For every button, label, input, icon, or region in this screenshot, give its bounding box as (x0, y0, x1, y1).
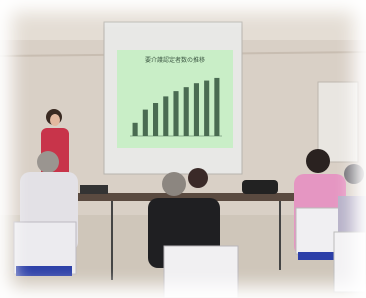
slide-bar (143, 110, 148, 136)
slide-bar (194, 83, 199, 136)
slide-bar (173, 91, 178, 136)
page: 要介護認定者数の推移 (() => { const data = JSON.pa… (0, 0, 366, 298)
slide-title: 要介護認定者数の推移 (145, 56, 205, 64)
whiteboard (318, 82, 358, 162)
slide: 要介護認定者数の推移 (117, 50, 233, 148)
slide-bar (204, 81, 209, 136)
photo: 要介護認定者数の推移 (0, 0, 366, 298)
slide-bar (133, 123, 138, 136)
bag (242, 180, 278, 194)
slide-bar (214, 78, 219, 136)
slide-bar (153, 103, 158, 136)
slide-bar (163, 96, 168, 136)
projector (80, 185, 108, 194)
slide-bar (184, 87, 189, 136)
